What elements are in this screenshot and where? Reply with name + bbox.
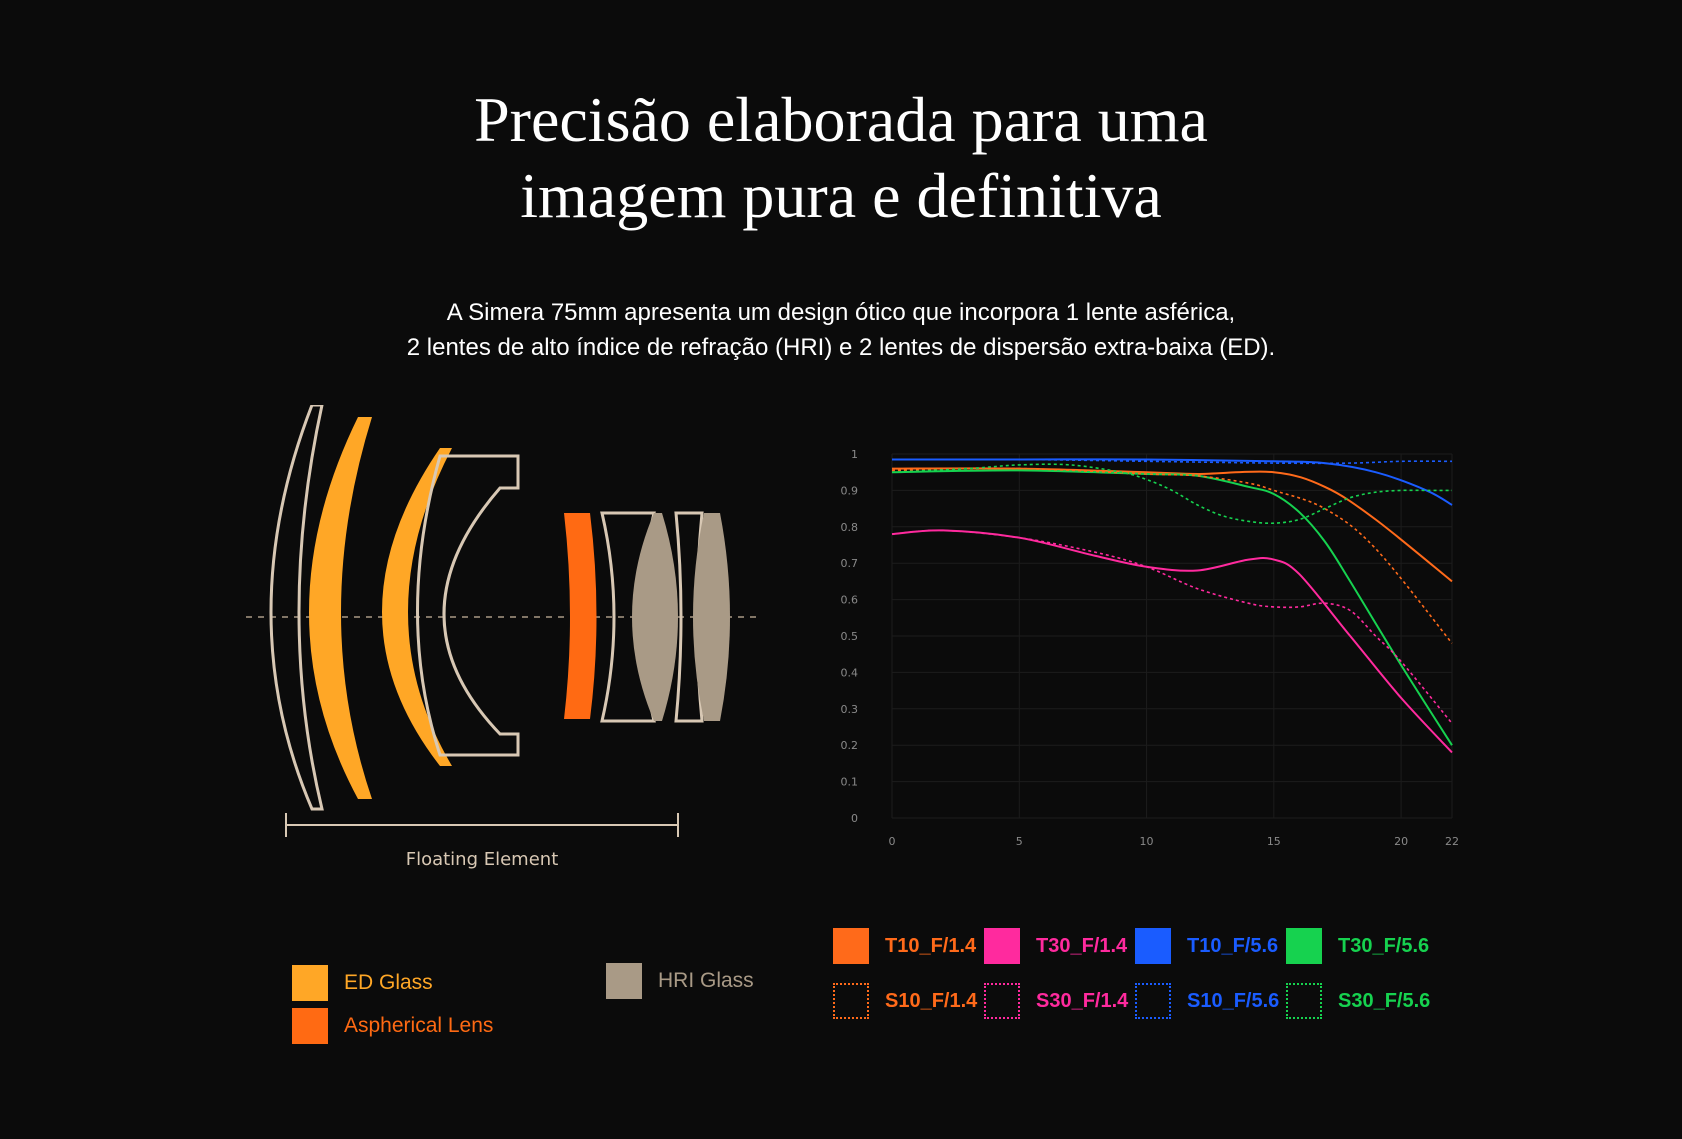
legend-label: S10_F/1.4 <box>885 989 978 1012</box>
legend-label: T30_F/1.4 <box>1036 934 1128 957</box>
lens-element-1 <box>269 405 324 811</box>
legend-label: T10_F/1.4 <box>885 934 977 957</box>
series-line-s30-f-1-4 <box>891 529 1453 724</box>
legend-label-ed: ED Glass <box>344 971 433 994</box>
legend-swatch <box>1135 928 1171 964</box>
lens-diagram: Floating Element <box>246 405 762 870</box>
x-tick-label: 10 <box>1140 835 1154 848</box>
mtf-chart: 0 0.1 0.2 0.3 0.4 0.5 0.6 0.7 0.8 0.9 1 0 5 10 15 20 22 <box>841 448 1460 848</box>
chart-grid <box>891 453 1453 819</box>
y-tick-label: 0.1 <box>841 776 859 789</box>
legend-label-hri: HRI Glass <box>658 969 754 992</box>
y-tick-label: 0.6 <box>841 594 859 607</box>
legend-item-t30-f-5-6: T30_F/5.6 <box>1286 928 1429 964</box>
series-line-t10-f-5-6 <box>892 458 1453 506</box>
x-tick-label: 0 <box>889 835 896 848</box>
legend-item-aspherical: Aspherical Lens <box>292 1008 493 1044</box>
hri-swatch <box>606 963 642 999</box>
y-tick-label: 0.7 <box>841 557 859 570</box>
legend-label: S30_F/1.4 <box>1036 989 1129 1012</box>
legend-label: T10_F/5.6 <box>1187 934 1279 957</box>
x-tick-label: 5 <box>1016 835 1023 848</box>
legend-item-t10-f-5-6: T10_F/5.6 <box>1135 928 1278 964</box>
legend-swatch <box>984 983 1020 1019</box>
legend-item-s30-f-1-4: S30_F/1.4 <box>984 983 1128 1019</box>
subtitle-line-1: A Simera 75mm apresenta um design ótico … <box>446 299 1236 326</box>
legend-label: S30_F/5.6 <box>1338 989 1431 1012</box>
y-tick-label: 0.5 <box>841 630 859 643</box>
y-tick-label: 0.9 <box>841 484 859 497</box>
legend-label: S10_F/5.6 <box>1187 989 1280 1012</box>
title-line-2: imagem pura e definitiva <box>520 160 1162 231</box>
legend-swatch <box>833 983 869 1019</box>
legend-item-t30-f-1-4: T30_F/1.4 <box>984 928 1127 964</box>
lens-element-9-hri <box>693 513 730 721</box>
x-tick-label: 20 <box>1394 835 1408 848</box>
y-tick-label: 0 <box>851 812 858 825</box>
legend-swatch <box>1286 983 1322 1019</box>
x-tick-label: 15 <box>1267 835 1281 848</box>
series-line-t30-f-5-6 <box>891 469 1453 746</box>
lens-element-5-aspherical <box>564 513 597 719</box>
legend-item-ed: ED Glass <box>292 965 433 1001</box>
series-line-t10-f-1-4 <box>891 467 1453 583</box>
legend-label: T30_F/5.6 <box>1338 934 1430 957</box>
y-tick-label: 0.2 <box>841 739 859 752</box>
legend-swatch <box>1286 928 1322 964</box>
y-tick-label: 0.3 <box>841 703 859 716</box>
legend-item-t10-f-1-4: T10_F/1.4 <box>833 928 976 964</box>
legend-swatch <box>833 928 869 964</box>
legend-item-hri: HRI Glass <box>606 963 754 999</box>
legend-swatch <box>984 928 1020 964</box>
page-subtitle: A Simera 75mm apresenta um design ótico … <box>0 295 1682 365</box>
legend-item-s10-f-1-4: S10_F/1.4 <box>833 983 977 1019</box>
floating-element-label: Floating Element <box>406 849 559 870</box>
series-line-s10-f-5-6 <box>891 458 1453 465</box>
y-axis-ticks: 0 0.1 0.2 0.3 0.4 0.5 0.6 0.7 0.8 0.9 1 <box>841 448 859 825</box>
lens-element-2-ed <box>309 417 372 799</box>
ed-swatch <box>292 965 328 1001</box>
x-tick-label: 22 <box>1445 835 1459 848</box>
title-line-1: Precisão elaborada para uma <box>474 84 1208 155</box>
legend-label-aspherical: Aspherical Lens <box>344 1014 494 1037</box>
glass-legend: ED Glass Aspherical Lens HRI Glass <box>292 963 792 1055</box>
y-tick-label: 1 <box>851 448 858 461</box>
legend-item-s30-f-5-6: S30_F/5.6 <box>1286 983 1430 1019</box>
y-tick-label: 0.4 <box>841 666 859 679</box>
lens-element-3-ed <box>382 448 452 766</box>
chart-series <box>891 458 1453 754</box>
series-line-s30-f-5-6 <box>891 463 1452 525</box>
series-line-s10-f-1-4 <box>891 467 1453 644</box>
x-axis-ticks: 0 5 10 15 20 22 <box>889 835 1460 848</box>
aspherical-swatch <box>292 1008 328 1044</box>
page-title: Precisão elaborada para uma imagem pura … <box>0 82 1682 234</box>
lens-element-7-hri <box>632 513 678 721</box>
y-tick-label: 0.8 <box>841 521 859 534</box>
subtitle-line-2: 2 lentes de alto índice de refração (HRI… <box>406 334 1276 361</box>
legend-swatch <box>1135 983 1171 1019</box>
mtf-legend: T10_F/1.4 T30_F/1.4 T10_F/5.6 T30_F/5.6 S10_… <box>833 928 1493 1028</box>
lens-element-4 <box>416 454 520 757</box>
legend-item-s10-f-5-6: S10_F/5.6 <box>1135 983 1279 1019</box>
